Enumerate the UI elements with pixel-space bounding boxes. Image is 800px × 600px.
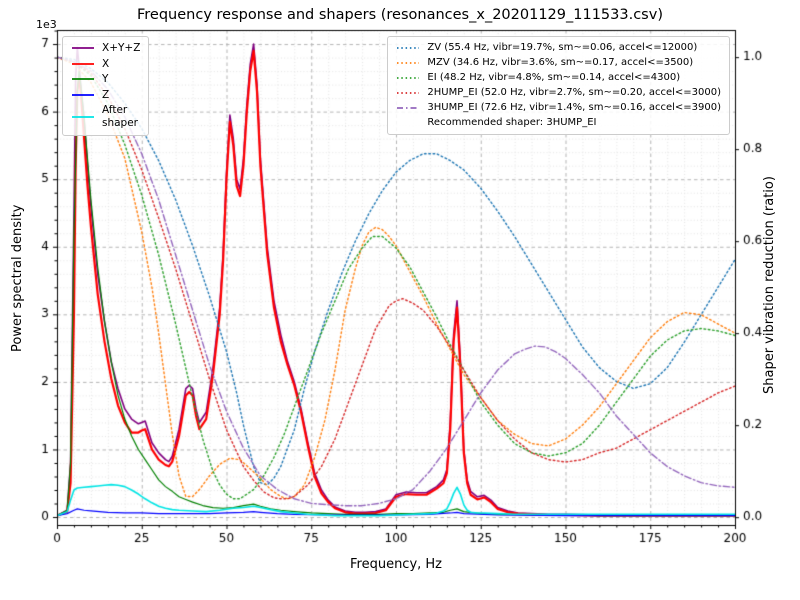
legend-item-psd-x: X	[71, 58, 140, 71]
psd-after-shaper-line-icon	[71, 112, 95, 122]
psd-z-label: Z	[102, 88, 110, 101]
shaper-2hump-ei-label: 2HUMP_EI (52.0 Hz, vibr=2.7%, sm~=0.20, …	[427, 87, 721, 98]
recommended-shaper-label: Recommended shaper: 3HUMP_EI	[427, 117, 597, 128]
y-axis-offset-text: 1e3	[36, 18, 57, 31]
shaper-zv-label: ZV (55.4 Hz, vibr=19.7%, sm~=0.06, accel…	[427, 42, 698, 53]
legend-item-recommended-shaper: Recommended shaper: 3HUMP_EI	[396, 117, 721, 129]
legend-item-psd-z: Z	[71, 89, 140, 102]
chart-title: Frequency response and shapers (resonanc…	[137, 7, 663, 23]
y-axis-label-right: Shaper vibration reduction (ratio)	[762, 176, 777, 394]
shaper-3hump-ei-label: 3HUMP_EI (72.6 Hz, vibr=1.4%, sm~=0.16, …	[427, 102, 721, 113]
legend-shapers: ZV (55.4 Hz, vibr=19.7%, sm~=0.06, accel…	[387, 36, 730, 135]
shaper-ei-line-icon	[396, 73, 420, 83]
psd-x-label: X	[102, 57, 110, 70]
shaper-zv-line-icon	[396, 43, 420, 53]
legend-item-shaper-3hump-ei: 3HUMP_EI (72.6 Hz, vibr=1.4%, sm~=0.16, …	[396, 102, 721, 114]
shaper-mzv-line-icon	[396, 58, 420, 68]
shaper-mzv-label: MZV (34.6 Hz, vibr=3.6%, sm~=0.17, accel…	[427, 57, 694, 68]
psd-xyz-label: X+Y+Z	[102, 42, 141, 54]
psd-y-label: Y	[102, 73, 109, 86]
legend-item-shaper-ei: EI (48.2 Hz, vibr=4.8%, sm~=0.14, accel<…	[396, 72, 721, 84]
legend-item-shaper-zv: ZV (55.4 Hz, vibr=19.7%, sm~=0.06, accel…	[396, 42, 721, 54]
y-axis-label-left: Power spectral density	[10, 204, 25, 352]
psd-x-line-icon	[71, 59, 95, 69]
psd-z-line-icon	[71, 90, 95, 100]
x-axis-label: Frequency, Hz	[349, 557, 443, 572]
legend-item-psd-y: Y	[71, 73, 140, 86]
recommended-shaper-line-icon	[396, 118, 420, 128]
legend-item-psd-after-shaper: After shaper	[71, 104, 140, 129]
shaper-2hump-ei-line-icon	[396, 88, 420, 98]
legend-psd: X+Y+Z X Y Z After shaper	[62, 36, 150, 136]
legend-item-psd-xyz: X+Y+Z	[71, 42, 140, 55]
legend-item-shaper-mzv: MZV (34.6 Hz, vibr=3.6%, sm~=0.17, accel…	[396, 57, 721, 69]
shaper-3hump-ei-line-icon	[396, 103, 420, 113]
shaper-ei-label: EI (48.2 Hz, vibr=4.8%, sm~=0.14, accel<…	[427, 72, 681, 83]
psd-y-line-icon	[71, 74, 95, 84]
psd-xyz-line-icon	[71, 43, 95, 53]
psd-after-shaper-label: After shaper	[102, 104, 139, 129]
legend-item-shaper-2hump-ei: 2HUMP_EI (52.0 Hz, vibr=2.7%, sm~=0.20, …	[396, 87, 721, 99]
